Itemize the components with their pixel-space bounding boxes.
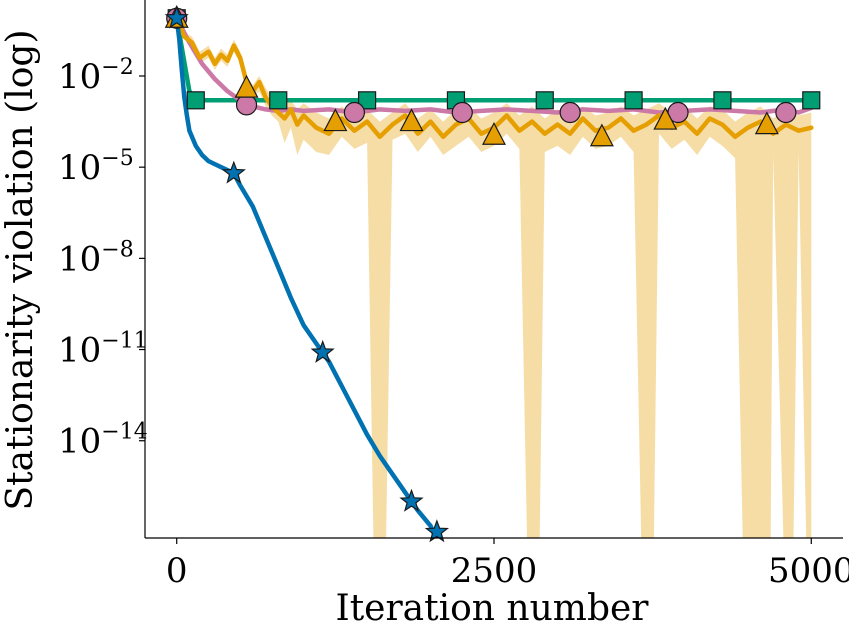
circle-marker — [235, 94, 258, 116]
star-marker — [424, 519, 450, 543]
square-marker — [186, 91, 205, 110]
triangle-marker — [589, 123, 614, 147]
series-line — [174, 15, 814, 103]
triangle-marker — [482, 121, 506, 145]
circle-marker — [451, 101, 473, 124]
triangle-marker — [399, 108, 424, 132]
star-marker — [399, 488, 424, 512]
triangle-marker — [653, 106, 678, 130]
square-marker — [713, 91, 732, 110]
y-tick-label: 10−14 — [58, 420, 148, 462]
y-tick-label: 10−5 — [58, 146, 134, 188]
square-marker — [535, 91, 554, 110]
circle-marker — [343, 101, 365, 124]
ticks: 0 2500 5000 10−2 10−5 10−8 10−11 10−14 — [58, 55, 849, 591]
star-marker — [310, 339, 335, 363]
square-marker — [269, 91, 288, 110]
series-line — [174, 15, 440, 538]
square-marker — [802, 91, 821, 110]
y-tick-label: 10−11 — [58, 329, 148, 371]
x-tick-label: 5000 — [768, 551, 849, 591]
square-marker — [357, 91, 377, 110]
triangle-marker — [754, 111, 779, 135]
x-tick-label: 0 — [166, 551, 188, 591]
uncertainty-band — [176, 18, 812, 538]
x-axis-title: Iteration number — [335, 588, 649, 629]
triangle-marker — [234, 74, 259, 98]
markers-group — [164, 4, 821, 543]
star-marker — [221, 160, 246, 184]
y-tick-label: 10−8 — [58, 237, 134, 279]
plot-area — [164, 4, 821, 543]
y-tick-label: 10−2 — [58, 55, 134, 97]
circle-marker — [559, 101, 581, 124]
square-marker — [624, 91, 643, 110]
x-tick-label: 2500 — [451, 551, 538, 591]
circle-marker — [775, 101, 797, 124]
y-axis-title: Stationarity violation (log) — [0, 30, 41, 511]
star-marker — [164, 5, 189, 29]
triangle-marker — [323, 108, 348, 132]
